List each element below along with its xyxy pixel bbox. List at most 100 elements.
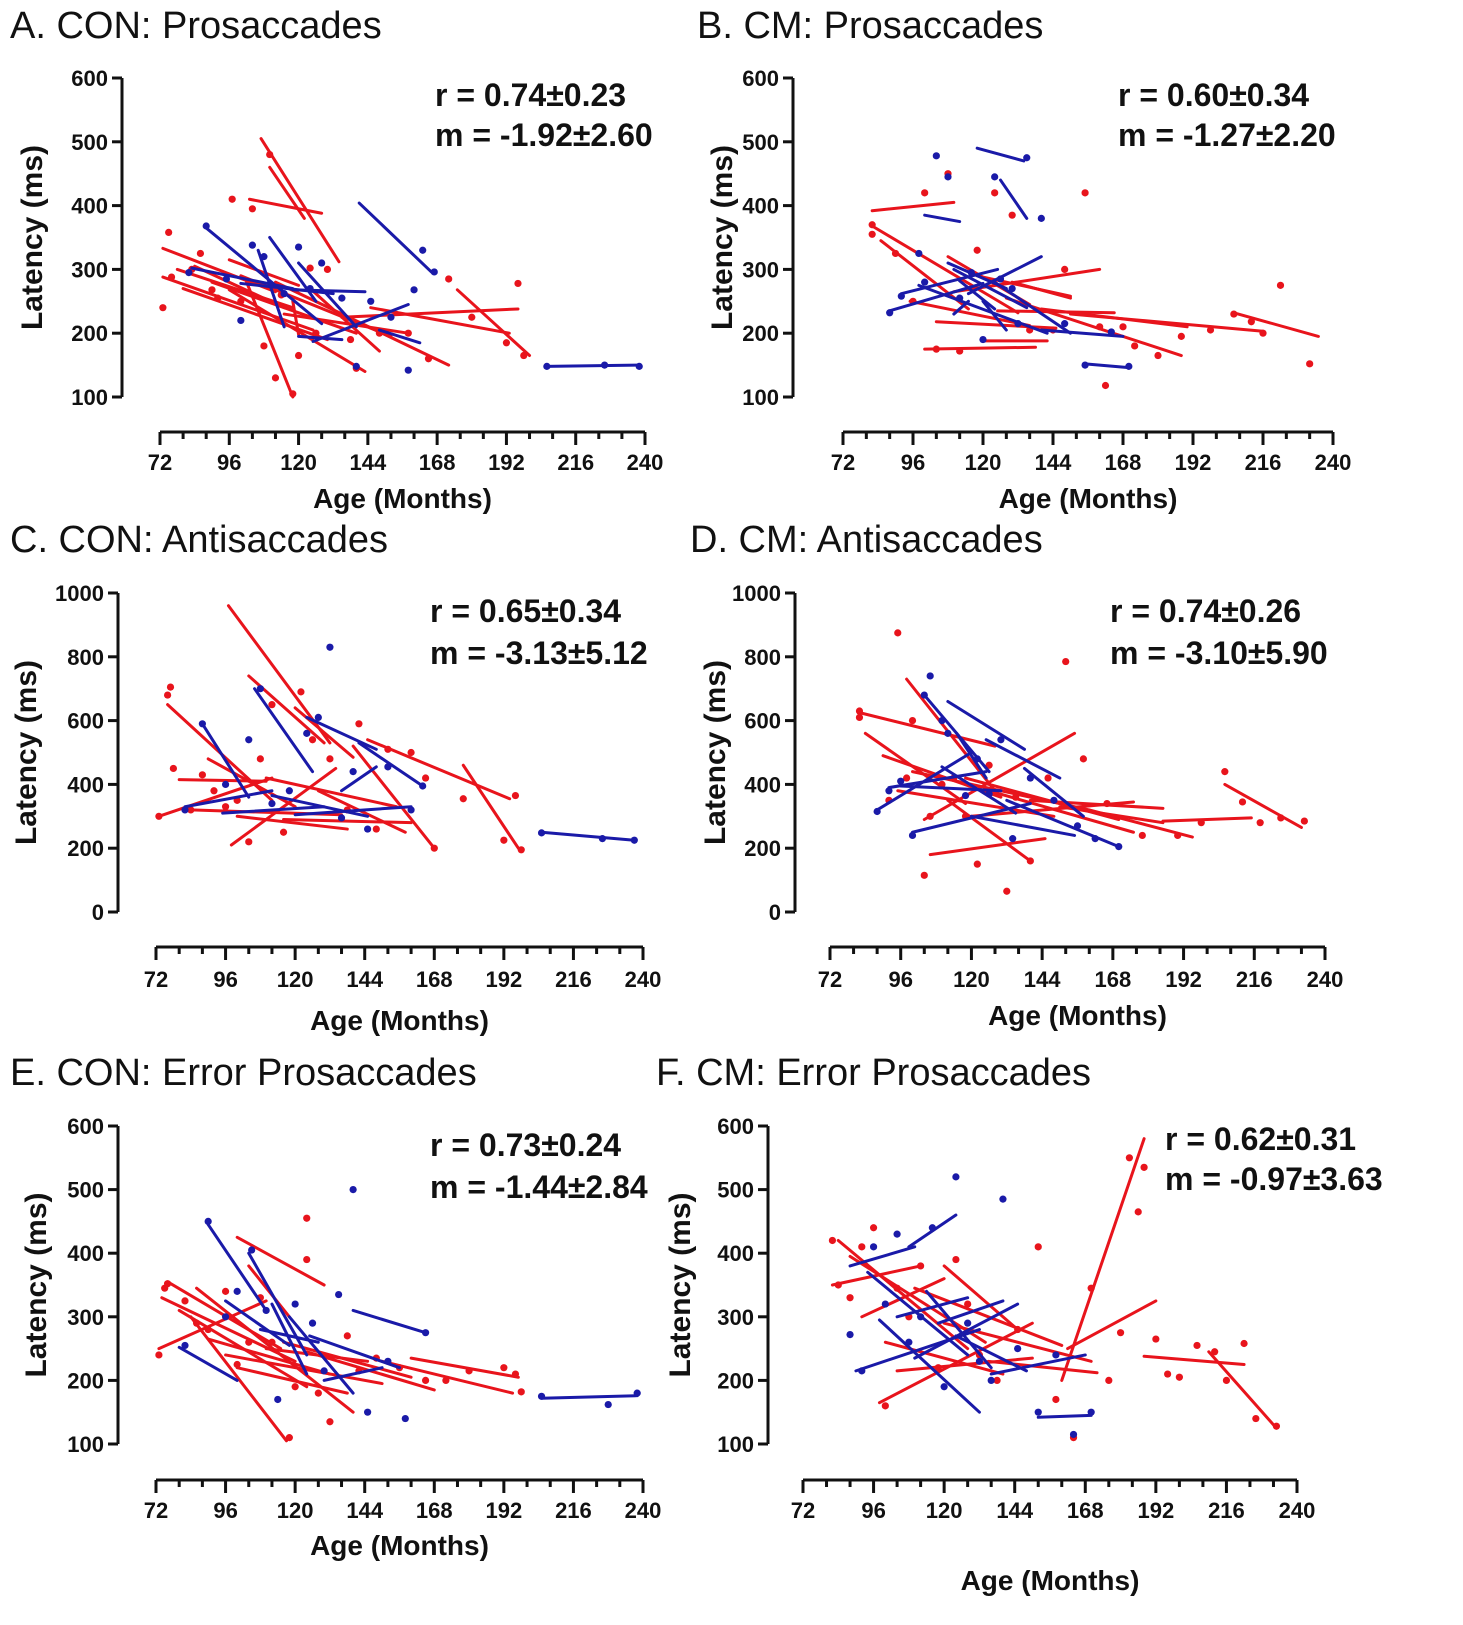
x-tick-label: 96 <box>888 967 912 992</box>
red-data-point <box>1062 658 1069 665</box>
x-tick-label: 120 <box>926 1498 963 1523</box>
red-data-point <box>326 1418 333 1425</box>
red-data-point <box>1248 318 1255 325</box>
blue-data-point <box>410 286 417 293</box>
red-regression-line <box>930 839 1045 855</box>
y-tick-label: 0 <box>92 900 104 925</box>
red-data-point <box>249 205 256 212</box>
blue-data-point <box>885 787 892 794</box>
blue-data-point <box>223 275 230 282</box>
red-data-point <box>245 1339 252 1346</box>
blue-data-point <box>921 691 928 698</box>
red-data-point <box>168 273 175 280</box>
red-regression-line <box>936 322 1056 328</box>
red-data-point <box>229 196 236 203</box>
blue-regression-line <box>925 215 960 221</box>
blue-regression-line <box>542 1396 638 1399</box>
stat-r: r = 0.60±0.34 <box>1118 77 1309 113</box>
red-data-point <box>1088 1285 1095 1292</box>
red-data-point <box>237 298 244 305</box>
y-tick-label: 300 <box>742 257 779 282</box>
red-data-point <box>512 1370 519 1377</box>
red-data-point <box>257 755 264 762</box>
red-data-point <box>1035 1243 1042 1250</box>
blue-data-point <box>1070 1431 1077 1438</box>
red-data-point <box>1259 330 1266 337</box>
blue-regression-line <box>986 740 1060 778</box>
y-tick-label: 600 <box>744 709 781 734</box>
red-data-point <box>307 265 314 272</box>
red-data-point <box>512 792 519 799</box>
red-data-point <box>1257 819 1264 826</box>
blue-data-point <box>315 714 322 721</box>
blue-data-point <box>1088 1409 1095 1416</box>
blue-data-point <box>927 672 934 679</box>
red-data-point <box>193 1320 200 1327</box>
red-data-point <box>303 1215 310 1222</box>
blue-data-point <box>181 1342 188 1349</box>
red-regression-line <box>463 765 518 848</box>
y-tick-label: 500 <box>67 1178 104 1203</box>
stat-r: r = 0.74±0.23 <box>435 77 626 113</box>
red-regression-line <box>249 199 321 213</box>
red-data-point <box>1211 1348 1218 1355</box>
red-data-point <box>1198 819 1205 826</box>
red-data-point <box>1230 310 1237 317</box>
red-data-point <box>892 250 899 257</box>
blue-data-point <box>350 1186 357 1193</box>
blue-data-point <box>893 1231 900 1238</box>
blue-data-point <box>605 1401 612 1408</box>
x-tick-label: 216 <box>1236 967 1273 992</box>
blue-data-point <box>962 792 969 799</box>
red-data-point <box>289 390 296 397</box>
red-data-point <box>465 1367 472 1374</box>
stat-m: m = -3.10±5.90 <box>1110 635 1328 671</box>
y-tick-label: 100 <box>717 1432 754 1457</box>
x-axis-label: Age (Months) <box>310 1530 489 1561</box>
red-data-point <box>917 1262 924 1269</box>
panel-e: E. CON: Error Prosaccades100200300400500… <box>10 1052 661 1561</box>
red-data-point <box>234 1361 241 1368</box>
y-tick-label: 400 <box>67 1241 104 1266</box>
y-tick-label: 400 <box>742 194 779 219</box>
x-tick-label: 72 <box>818 967 842 992</box>
red-regression-line <box>179 780 266 782</box>
x-tick-label: 240 <box>1307 967 1344 992</box>
x-tick-label: 96 <box>217 450 241 475</box>
blue-data-point <box>263 1307 270 1314</box>
red-data-point <box>870 1224 877 1231</box>
x-tick-label: 168 <box>419 450 456 475</box>
blue-data-point <box>846 1331 853 1338</box>
panel-a: A. CON: Prosaccades10020030040050060072 9… <box>10 5 663 514</box>
y-tick-label: 800 <box>744 645 781 670</box>
blue-data-point <box>1052 1351 1059 1358</box>
red-data-point <box>167 684 174 691</box>
red-data-point <box>326 755 333 762</box>
red-data-point <box>882 1402 889 1409</box>
red-data-point <box>286 1434 293 1441</box>
red-data-point <box>1277 282 1284 289</box>
x-axis-label: Age (Months) <box>988 1000 1167 1031</box>
x-tick-label: 72 <box>144 1498 168 1523</box>
x-tick-label: 144 <box>346 1498 383 1523</box>
red-data-point <box>303 1256 310 1263</box>
blue-data-point <box>260 253 267 260</box>
red-data-point <box>197 250 204 257</box>
y-axis-label: Latency (ms) <box>706 145 739 330</box>
red-data-point <box>1027 857 1034 864</box>
y-tick-label: 200 <box>744 836 781 861</box>
x-tick-label: 192 <box>488 450 525 475</box>
blue-data-point <box>1081 362 1088 369</box>
blue-data-point <box>222 1313 229 1320</box>
red-data-point <box>894 629 901 636</box>
red-data-point <box>1239 798 1246 805</box>
x-tick-label: 120 <box>280 450 317 475</box>
red-data-point <box>165 229 172 236</box>
blue-data-point <box>1027 774 1034 781</box>
blue-data-point <box>431 268 438 275</box>
x-tick-label: 72 <box>831 450 855 475</box>
y-tick-label: 100 <box>742 385 779 410</box>
blue-data-point <box>1050 797 1057 804</box>
blue-data-point <box>979 336 986 343</box>
